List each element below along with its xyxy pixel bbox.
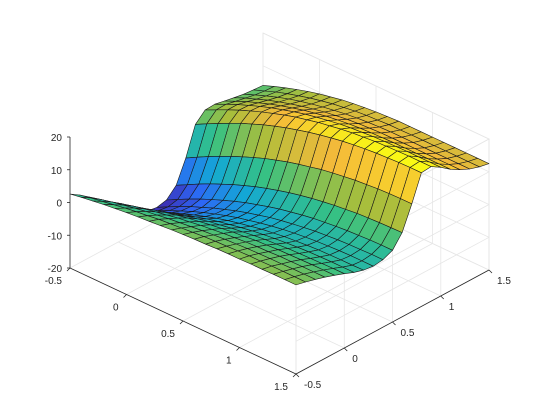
z-tick-label: 10 — [51, 166, 63, 177]
x-tick-label: 0 — [113, 303, 119, 314]
x-tick-label: 0.5 — [161, 329, 175, 340]
z-tick-label: 0 — [56, 199, 62, 210]
y-tick-mark — [488, 269, 493, 274]
y-tick-label: 1.5 — [497, 276, 511, 287]
tick-labels: -0.5 0 0.5 1 1.5 -0.5 0 0.5 1 1.5 -20 -10 0 10 20 — [45, 133, 512, 393]
y-tick-label: -0.5 — [304, 380, 322, 391]
x-tick-mark — [123, 294, 127, 298]
z-tick-label: -20 — [48, 264, 63, 275]
x-tick-mark — [66, 267, 71, 272]
y-tick-label: 1 — [449, 302, 455, 313]
y-tick-mark — [295, 373, 300, 378]
y-tick-mark — [343, 347, 348, 352]
surface-patch — [284, 276, 306, 286]
x-tick-label: -0.5 — [45, 276, 63, 287]
x-tick-mark — [292, 373, 297, 378]
surface — [69, 85, 490, 286]
x-tick-label: 1.5 — [274, 382, 288, 393]
x-tick-mark — [179, 320, 184, 325]
x-tick-label: 1 — [226, 356, 232, 367]
axis-layer — [66, 136, 493, 378]
z-tick-label: 20 — [51, 133, 63, 144]
z-tick-label: -10 — [48, 231, 63, 242]
y-tick-mark — [392, 321, 396, 326]
y-tick-label: 0 — [352, 354, 358, 365]
y-tick-mark — [440, 295, 445, 300]
y-tick-label: 0.5 — [401, 328, 415, 339]
surface-patch — [69, 193, 92, 199]
x-tick-mark — [236, 347, 240, 351]
